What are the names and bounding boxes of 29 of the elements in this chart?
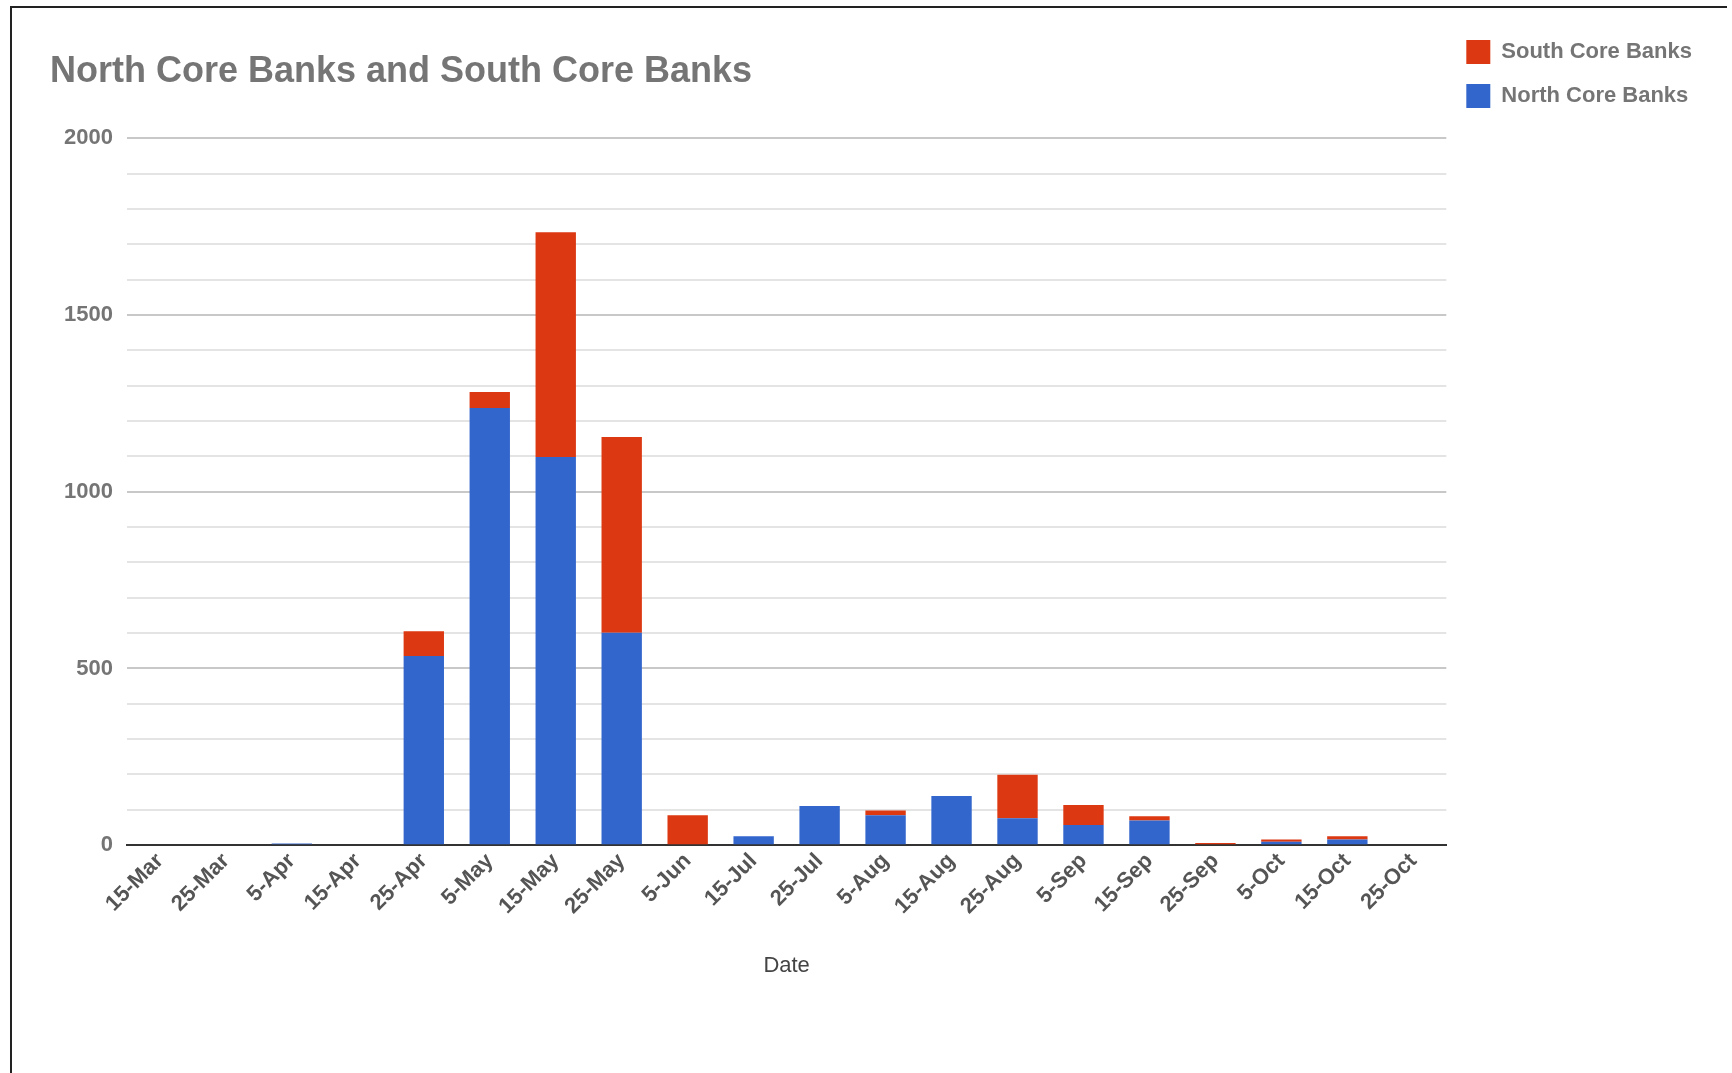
- bar: [1063, 825, 1104, 845]
- x-axis-title: Date: [763, 951, 810, 977]
- chart-title: North Core Banks and South Core Banks: [50, 48, 753, 90]
- bar: [1129, 816, 1170, 821]
- bar: [469, 407, 510, 845]
- bar: [997, 818, 1038, 845]
- bar: [733, 836, 774, 845]
- bar: [865, 815, 906, 845]
- y-tick-label: 0: [100, 831, 113, 857]
- bar: [601, 436, 642, 633]
- bar: [1129, 820, 1170, 845]
- bar: [997, 774, 1038, 819]
- bar: [1063, 804, 1104, 826]
- bar: [403, 631, 444, 657]
- bar: [469, 392, 510, 408]
- bar: [799, 805, 840, 845]
- y-tick-label: 500: [76, 654, 113, 680]
- bar: [667, 815, 708, 845]
- bar: [601, 632, 642, 845]
- bar: [403, 656, 444, 845]
- bar: [535, 232, 576, 458]
- legend-label: North Core Banks: [1501, 82, 1689, 108]
- bar: [535, 457, 576, 845]
- bar: [1327, 836, 1368, 840]
- bar: [931, 796, 972, 845]
- legend-label: South Core Banks: [1501, 38, 1693, 64]
- y-tick-label: 2000: [63, 124, 113, 150]
- y-tick-label: 1500: [63, 301, 113, 327]
- y-tick-label: 1000: [63, 477, 113, 503]
